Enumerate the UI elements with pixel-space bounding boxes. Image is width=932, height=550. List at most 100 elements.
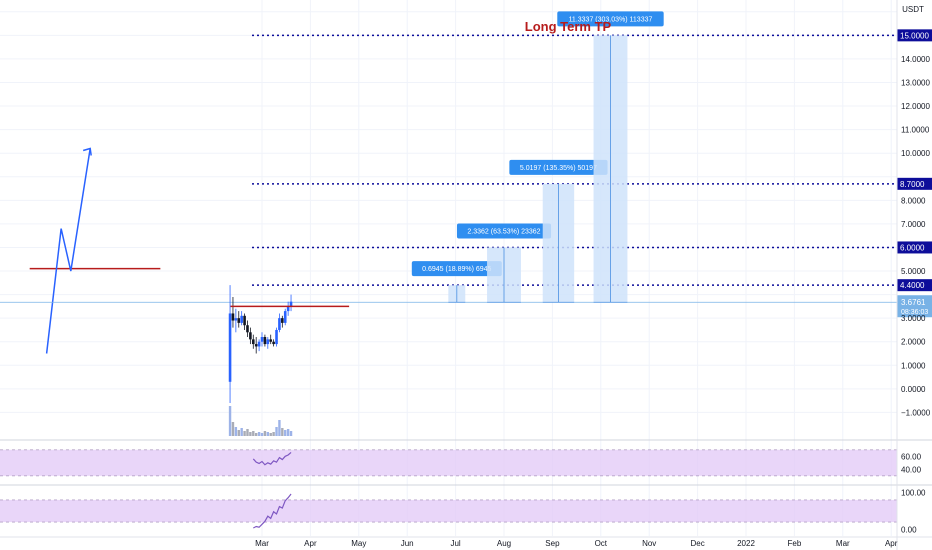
time-tick-label: May [351,539,366,548]
price-tick-label: 8.0000 [901,196,926,205]
rsi-tick-label: 40.00 [901,465,922,474]
stoch-tick-label: 0.00 [901,525,917,534]
price-tick-label: 10.0000 [901,149,930,158]
candle-body [289,301,293,307]
time-tick-label: Nov [642,539,656,548]
volume-bar [289,431,293,436]
level-tag[interactable] [897,177,932,190]
volume-bar [246,429,249,436]
price-tick-label: 1.0000 [901,361,926,370]
stoch-tick-label: 100.00 [901,489,926,498]
candle-body [260,337,264,342]
price-tick-label: 14.0000 [901,55,930,64]
current-price-line: 3.6761 08:36:03 [0,295,932,318]
candle-body [254,344,258,347]
time-tick-label: Sep [545,539,560,548]
current-price-countdown: 08:36:03 [901,309,928,316]
measure-label: 0.6945 (18.89%) 6945 [422,266,491,273]
volume-bar [254,433,258,436]
current-price-tag[interactable] [897,295,932,318]
volume-bar [237,430,240,436]
candle-body [243,315,246,326]
measure-label-bg [411,261,502,277]
price-tick-label: 3.0000 [901,314,926,323]
level-tag[interactable] [897,241,932,254]
candle-body [231,313,235,321]
level-tag[interactable] [897,279,932,292]
price-tick-label: 0.0000 [901,385,926,394]
time-tick-label: Mar [255,539,269,548]
measure-label: 2.3362 (63.53%) 23362 [467,228,540,235]
time-tick-label: Oct [595,539,608,548]
level-tag[interactable] [897,29,932,42]
volume-bar [284,430,287,436]
volume-bar [249,432,252,436]
candle-body [278,318,281,330]
time-tick-label: Jun [401,539,414,548]
price-tick-label: 5.0000 [901,267,926,276]
time-axis[interactable]: Mar Apr May Jun Jul Aug Sep Oct Nov Dec 2022 Feb Mar… [0,536,932,548]
candle-body [275,329,278,345]
volume-bar [269,433,272,436]
current-price-label: 3.6761 [901,298,926,307]
price-axis[interactable]: −1.0000 0.0000 1.0000 2.0000 3.0000 5.0000 7.0… [896,0,931,550]
rsi-line [252,451,292,466]
candle-body [272,341,275,345]
chart-title: Long Term TP [525,19,612,34]
candle-body [251,339,255,345]
price-tick-label: 13.0000 [901,78,930,87]
sketch-zigzag [45,148,91,354]
candlestick-series [228,285,293,404]
rsi-pane: 60.00 40.00 [0,439,932,477]
volume-bar [257,432,261,436]
volume-bar [281,428,284,436]
stoch-pane: 100.00 0.00 [0,484,932,534]
volume-bar [272,432,275,436]
time-tick-label: Apr [304,539,317,548]
price-tick-label: 7.0000 [901,220,926,229]
candle-body [257,341,261,347]
measure-label: 5.0197 (135.35%) 50197 [520,165,597,172]
volume-bar [252,431,255,436]
measurement-boxes[interactable]: 0.6945 (18.89%) 6945 2.3362 (63.53%) 2336… [411,11,664,303]
level-lines: 15.0000 8.7000 6.0000 4.4000 [252,29,932,292]
volume-bar [275,427,278,436]
time-tick-label: Feb [788,539,802,548]
candle-body [237,318,241,323]
volume-bar [286,429,290,436]
price-tick-label: 11.0000 [901,126,930,135]
rsi-tick-label: 60.00 [901,452,922,461]
volume-bar [243,431,246,436]
candle-body [283,311,287,323]
candle-body [269,339,273,342]
time-tick-label: Jul [450,539,460,548]
level-label: 15.0000 [900,31,929,40]
level-label: 6.0000 [900,243,925,252]
level-label: 4.4000 [900,281,925,290]
measure-label-bg [456,223,552,239]
volume-bar [240,428,243,436]
candle-body [263,337,267,345]
volume-bar [266,432,270,436]
candle-body [281,318,284,323]
volume-bar [278,420,281,436]
stoch-band [0,499,897,523]
volume-bar [234,427,238,436]
currency-label[interactable]: USDT [902,5,924,14]
volume-bar [231,422,235,436]
volume-bar [228,406,232,436]
rsi-band [0,449,897,476]
measure-label: 11.3337 (303.03%) 113337 [569,16,653,23]
candle-body [228,313,232,382]
time-tick-label: Apr [885,539,898,548]
stoch-line [253,493,292,529]
volume-bars [228,406,293,436]
time-tick-label: Aug [497,539,511,548]
candle-body [286,306,290,312]
time-tick-label: 2022 [737,539,755,548]
candle-body [249,332,252,340]
time-tick-label: Mar [836,539,850,548]
measure-label-bg [509,159,608,175]
candle-body [266,339,270,345]
